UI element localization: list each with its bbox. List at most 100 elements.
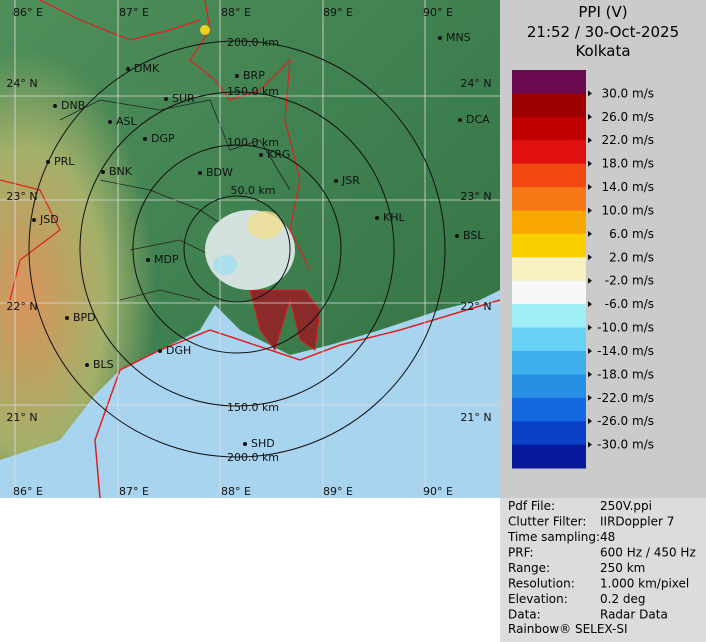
scale-label: 2.0 m/s (609, 250, 654, 264)
ring-label: 150.0 km (227, 401, 279, 414)
echoes (200, 25, 295, 290)
scale-label: -14.0 m/s (597, 344, 654, 358)
city-label: BRP (243, 69, 265, 82)
scale-label: -22.0 m/s (597, 391, 654, 405)
info-panel (500, 498, 706, 642)
info-value: Radar Data (600, 608, 668, 622)
city-label: JSD (39, 213, 59, 226)
city-label: BNK (109, 165, 133, 178)
lat-label: 21° N (460, 411, 491, 424)
info-key: Clutter Filter: (508, 515, 586, 529)
scale-band (512, 210, 586, 235)
info-value: 250 km (600, 561, 645, 575)
city-dot (458, 118, 462, 122)
ring-label: 150.0 km (227, 85, 279, 98)
scale-band (512, 163, 586, 188)
city-label: DNB (61, 99, 85, 112)
city-label: MDP (154, 253, 179, 266)
city-dot (46, 160, 50, 164)
title: PPI (V) (578, 3, 627, 21)
ring-label: 100.0 km (227, 136, 279, 149)
city-label: DGH (166, 344, 191, 357)
info-key: Range: (508, 561, 550, 575)
city-dot (146, 258, 150, 262)
scale-band (512, 140, 586, 165)
city-dot (334, 179, 338, 183)
scale-label: 26.0 m/s (601, 110, 654, 124)
scale-band (512, 350, 586, 375)
city-dot (158, 349, 162, 353)
city-label: BSL (463, 229, 484, 242)
city-dot (164, 97, 168, 101)
range-ring (132, 144, 342, 354)
info-key: Data: (508, 608, 541, 622)
city-dot (438, 36, 442, 40)
city-label: ASL (116, 115, 138, 128)
sundarbans (249, 289, 321, 352)
scale-tick (588, 254, 592, 261)
info-value: 1.000 km/pixel (600, 577, 689, 591)
scale-label: 10.0 m/s (601, 203, 654, 217)
city-dot (455, 234, 459, 238)
lon-label: 87° E (119, 6, 149, 19)
city-label: JSR (341, 174, 360, 187)
scale-tick (588, 230, 592, 237)
info-key: PRF: (508, 546, 534, 560)
info-key: Pdf File: (508, 499, 555, 513)
scale-label: -10.0 m/s (597, 321, 654, 335)
scale-band (512, 116, 586, 141)
scale-band (512, 421, 586, 446)
city-dot (126, 67, 130, 71)
range-ring (183, 195, 291, 303)
city-label: SHD (251, 437, 275, 450)
city-dot (53, 104, 57, 108)
city-label: SUR (172, 92, 195, 105)
info-value: 250V.ppi (600, 499, 652, 513)
ring-label: 50.0 km (230, 184, 275, 197)
city-dot (143, 137, 147, 141)
city-label: BPD (73, 311, 96, 324)
scale-tick (588, 394, 592, 401)
scale-label: 6.0 m/s (609, 227, 654, 241)
lat-label: 22° N (6, 300, 37, 313)
lon-label: 90° E (423, 6, 453, 19)
scale-band (512, 233, 586, 258)
lat-label: 23° N (460, 190, 491, 203)
station: Kolkata (575, 42, 630, 60)
map: 86° E 86° E 87° E 87° E 88° E 88° E 89° E 89° E… (0, 0, 501, 499)
info-value: 0.2 deg (600, 592, 646, 606)
scale-label: 22.0 m/s (601, 133, 654, 147)
color-scale: 30.0 m/s 26.0 m/s 22.0 m/s 18.0 m/s 14.0 m/s… (512, 70, 654, 469)
lat-label: 21° N (6, 411, 37, 424)
borders (0, 0, 311, 301)
city-label: KHL (383, 211, 405, 224)
city-dot (32, 218, 36, 222)
scale-band (512, 327, 586, 352)
scale-label: -6.0 m/s (605, 297, 654, 311)
city-dot (65, 316, 69, 320)
scale-band (512, 397, 586, 422)
map-labels: 86° E 86° E 87° E 87° E 88° E 88° E 89° E 89° E… (6, 6, 491, 498)
scale-tick (588, 113, 592, 120)
lon-label: 86° E (13, 485, 43, 498)
lat-label: 24° N (6, 77, 37, 90)
scale-label: -18.0 m/s (597, 367, 654, 381)
scale-band (512, 304, 586, 329)
scale-tick (588, 301, 592, 308)
scale-tick (588, 441, 592, 448)
lat-label: 24° N (460, 77, 491, 90)
scale-tick (588, 371, 592, 378)
info-key: Resolution: (508, 577, 575, 591)
info-key: Time sampling: (507, 530, 600, 544)
city-label: BDW (206, 166, 233, 179)
city-dot (198, 171, 202, 175)
ring-label: 200.0 km (227, 451, 279, 464)
city-label: BLS (93, 358, 114, 371)
scale-band (512, 93, 586, 118)
range-rings (28, 40, 446, 458)
range-ring (79, 91, 395, 407)
scale-tick (588, 184, 592, 191)
scale-tick (588, 347, 592, 354)
city-label: PRL (54, 155, 75, 168)
